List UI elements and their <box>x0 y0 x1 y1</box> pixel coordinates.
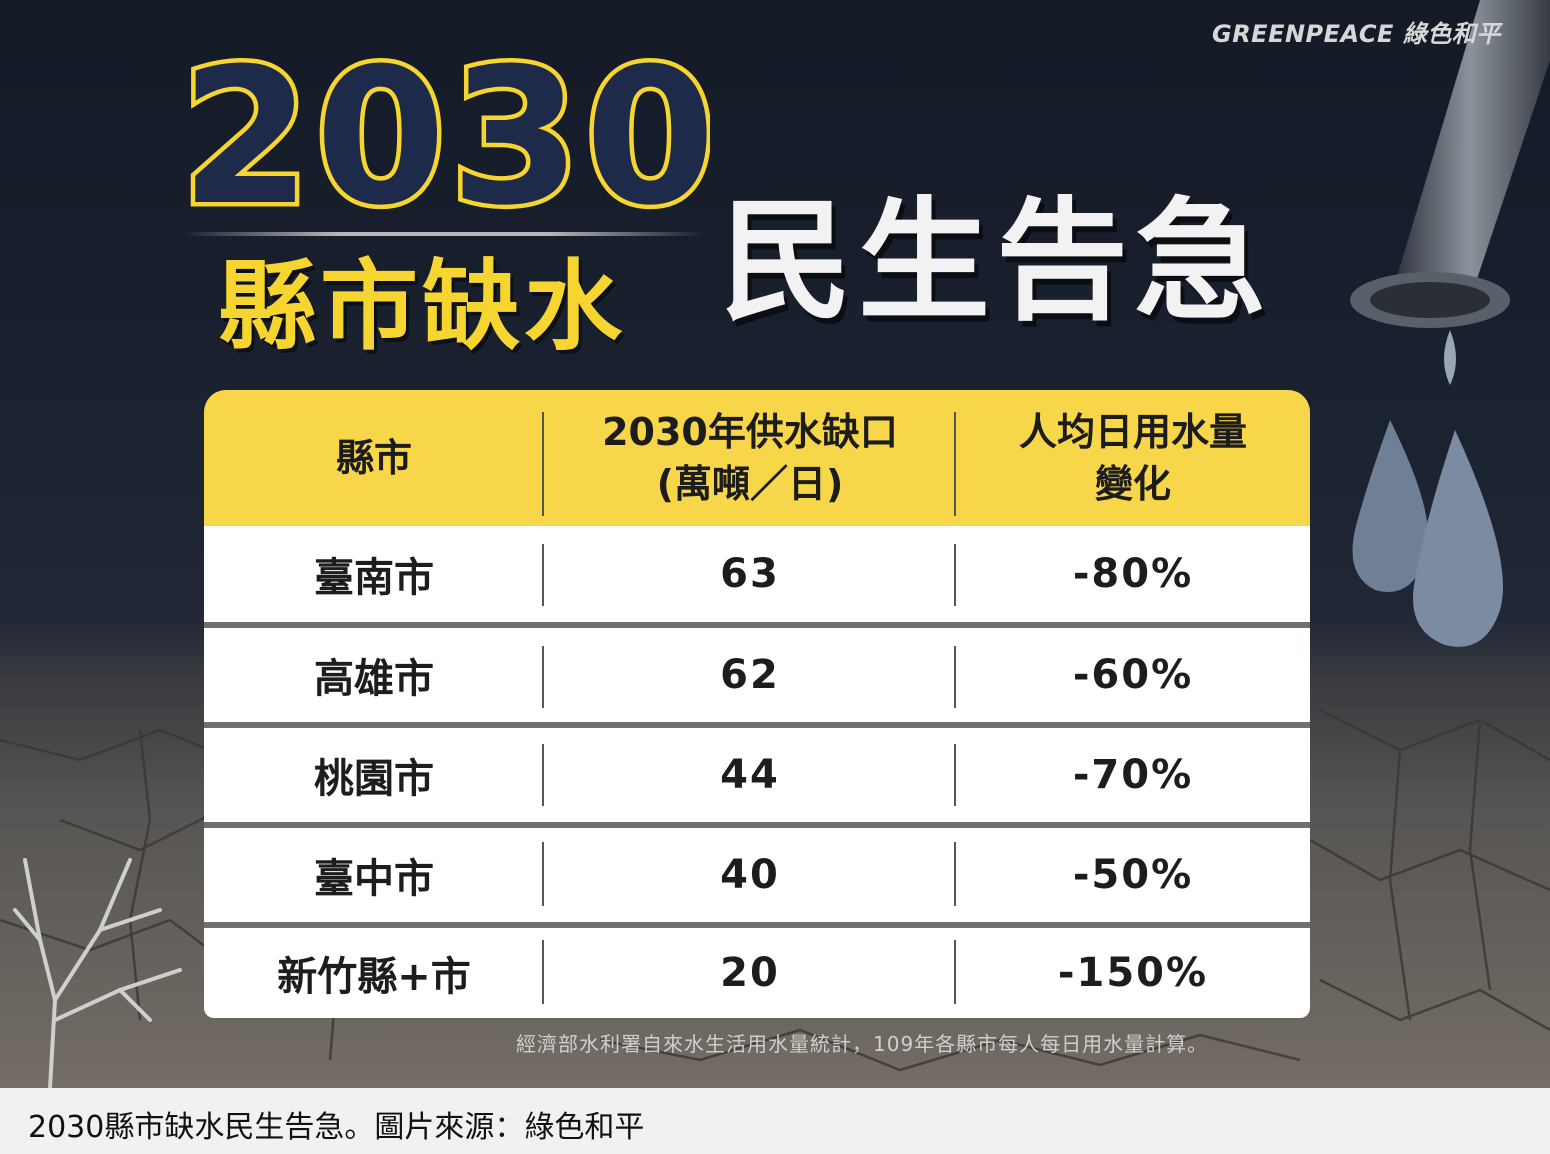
header-divider <box>954 412 956 516</box>
cell-gap: 63 <box>720 551 780 597</box>
faucet-icon <box>1350 0 1550 385</box>
row-separator <box>204 722 1310 728</box>
header-city: 縣市 <box>204 390 544 526</box>
cell-city: 高雄市 <box>314 656 434 702</box>
row-divider <box>954 646 956 708</box>
row-separator <box>204 922 1310 928</box>
cell-change: -50% <box>1072 852 1194 898</box>
cell-change: -80% <box>1072 551 1194 597</box>
headline: 民生告急 <box>720 185 1272 339</box>
cell-change: -70% <box>1072 752 1194 798</box>
cell-gap: 44 <box>720 752 780 798</box>
year-title-text: 2030 <box>190 40 710 230</box>
cell-city: 新竹縣+市 <box>277 954 471 1000</box>
cell-city: 臺南市 <box>314 555 434 601</box>
row-divider <box>954 940 956 1004</box>
table-row: 高雄市 62 -60% <box>204 628 1310 722</box>
row-divider <box>542 842 544 906</box>
source-footnote: 經濟部水利署自來水生活用水量統計，109年各縣市每人每日用水量計算。 <box>516 1032 1209 1056</box>
header-gap-line2: (萬噸／日) <box>656 462 844 506</box>
row-divider <box>954 544 956 606</box>
row-separator <box>204 822 1310 828</box>
row-divider <box>954 744 956 806</box>
header-city-label: 縣市 <box>335 436 412 480</box>
year-title: 2030 <box>190 40 710 230</box>
greenpeace-logo: GREENPEACE 綠色和平 <box>1212 20 1501 48</box>
header-change-line2: 變化 <box>1094 462 1171 506</box>
row-separator <box>204 622 1310 628</box>
cell-gap: 20 <box>720 950 780 996</box>
table-row: 桃園市 44 -70% <box>204 728 1310 822</box>
row-divider <box>542 940 544 1004</box>
water-gap-table: 縣市 2030年供水缺口 (萬噸／日) 人均日用水量 變化 臺南市 63 -80… <box>204 390 1310 1018</box>
row-divider <box>542 544 544 606</box>
row-divider <box>954 842 956 906</box>
title-divider <box>182 232 704 236</box>
header-gap: 2030年供水缺口 (萬噸／日) <box>544 390 956 526</box>
cell-gap: 62 <box>720 652 780 698</box>
cell-city: 桃園市 <box>314 756 434 802</box>
row-divider <box>542 744 544 806</box>
table-row: 臺中市 40 -50% <box>204 828 1310 922</box>
cell-city: 臺中市 <box>314 856 434 902</box>
poster-image: GREENPEACE 綠色和平 2030 縣市缺水 民生告急 縣市 2030年供… <box>0 0 1550 1088</box>
dry-twig-icon <box>13 858 182 1088</box>
row-divider <box>542 646 544 708</box>
water-drops-icon <box>1352 420 1503 647</box>
cell-change: -60% <box>1072 652 1194 698</box>
header-change: 人均日用水量 變化 <box>956 390 1310 526</box>
cell-change: -150% <box>1057 950 1209 996</box>
table-row: 臺南市 63 -80% <box>204 526 1310 622</box>
table-row: 新竹縣+市 20 -150% <box>204 928 1310 1018</box>
image-caption: 2030縣市缺水民生告急。圖片來源：綠色和平 <box>28 1110 645 1145</box>
header-divider <box>542 412 544 516</box>
header-gap-line1: 2030年供水缺口 <box>602 410 898 454</box>
subtitle: 縣市缺水 <box>218 250 627 364</box>
cell-gap: 40 <box>720 852 780 898</box>
header-change-line1: 人均日用水量 <box>1018 410 1247 454</box>
table-header: 縣市 2030年供水缺口 (萬噸／日) 人均日用水量 變化 <box>204 390 1310 526</box>
